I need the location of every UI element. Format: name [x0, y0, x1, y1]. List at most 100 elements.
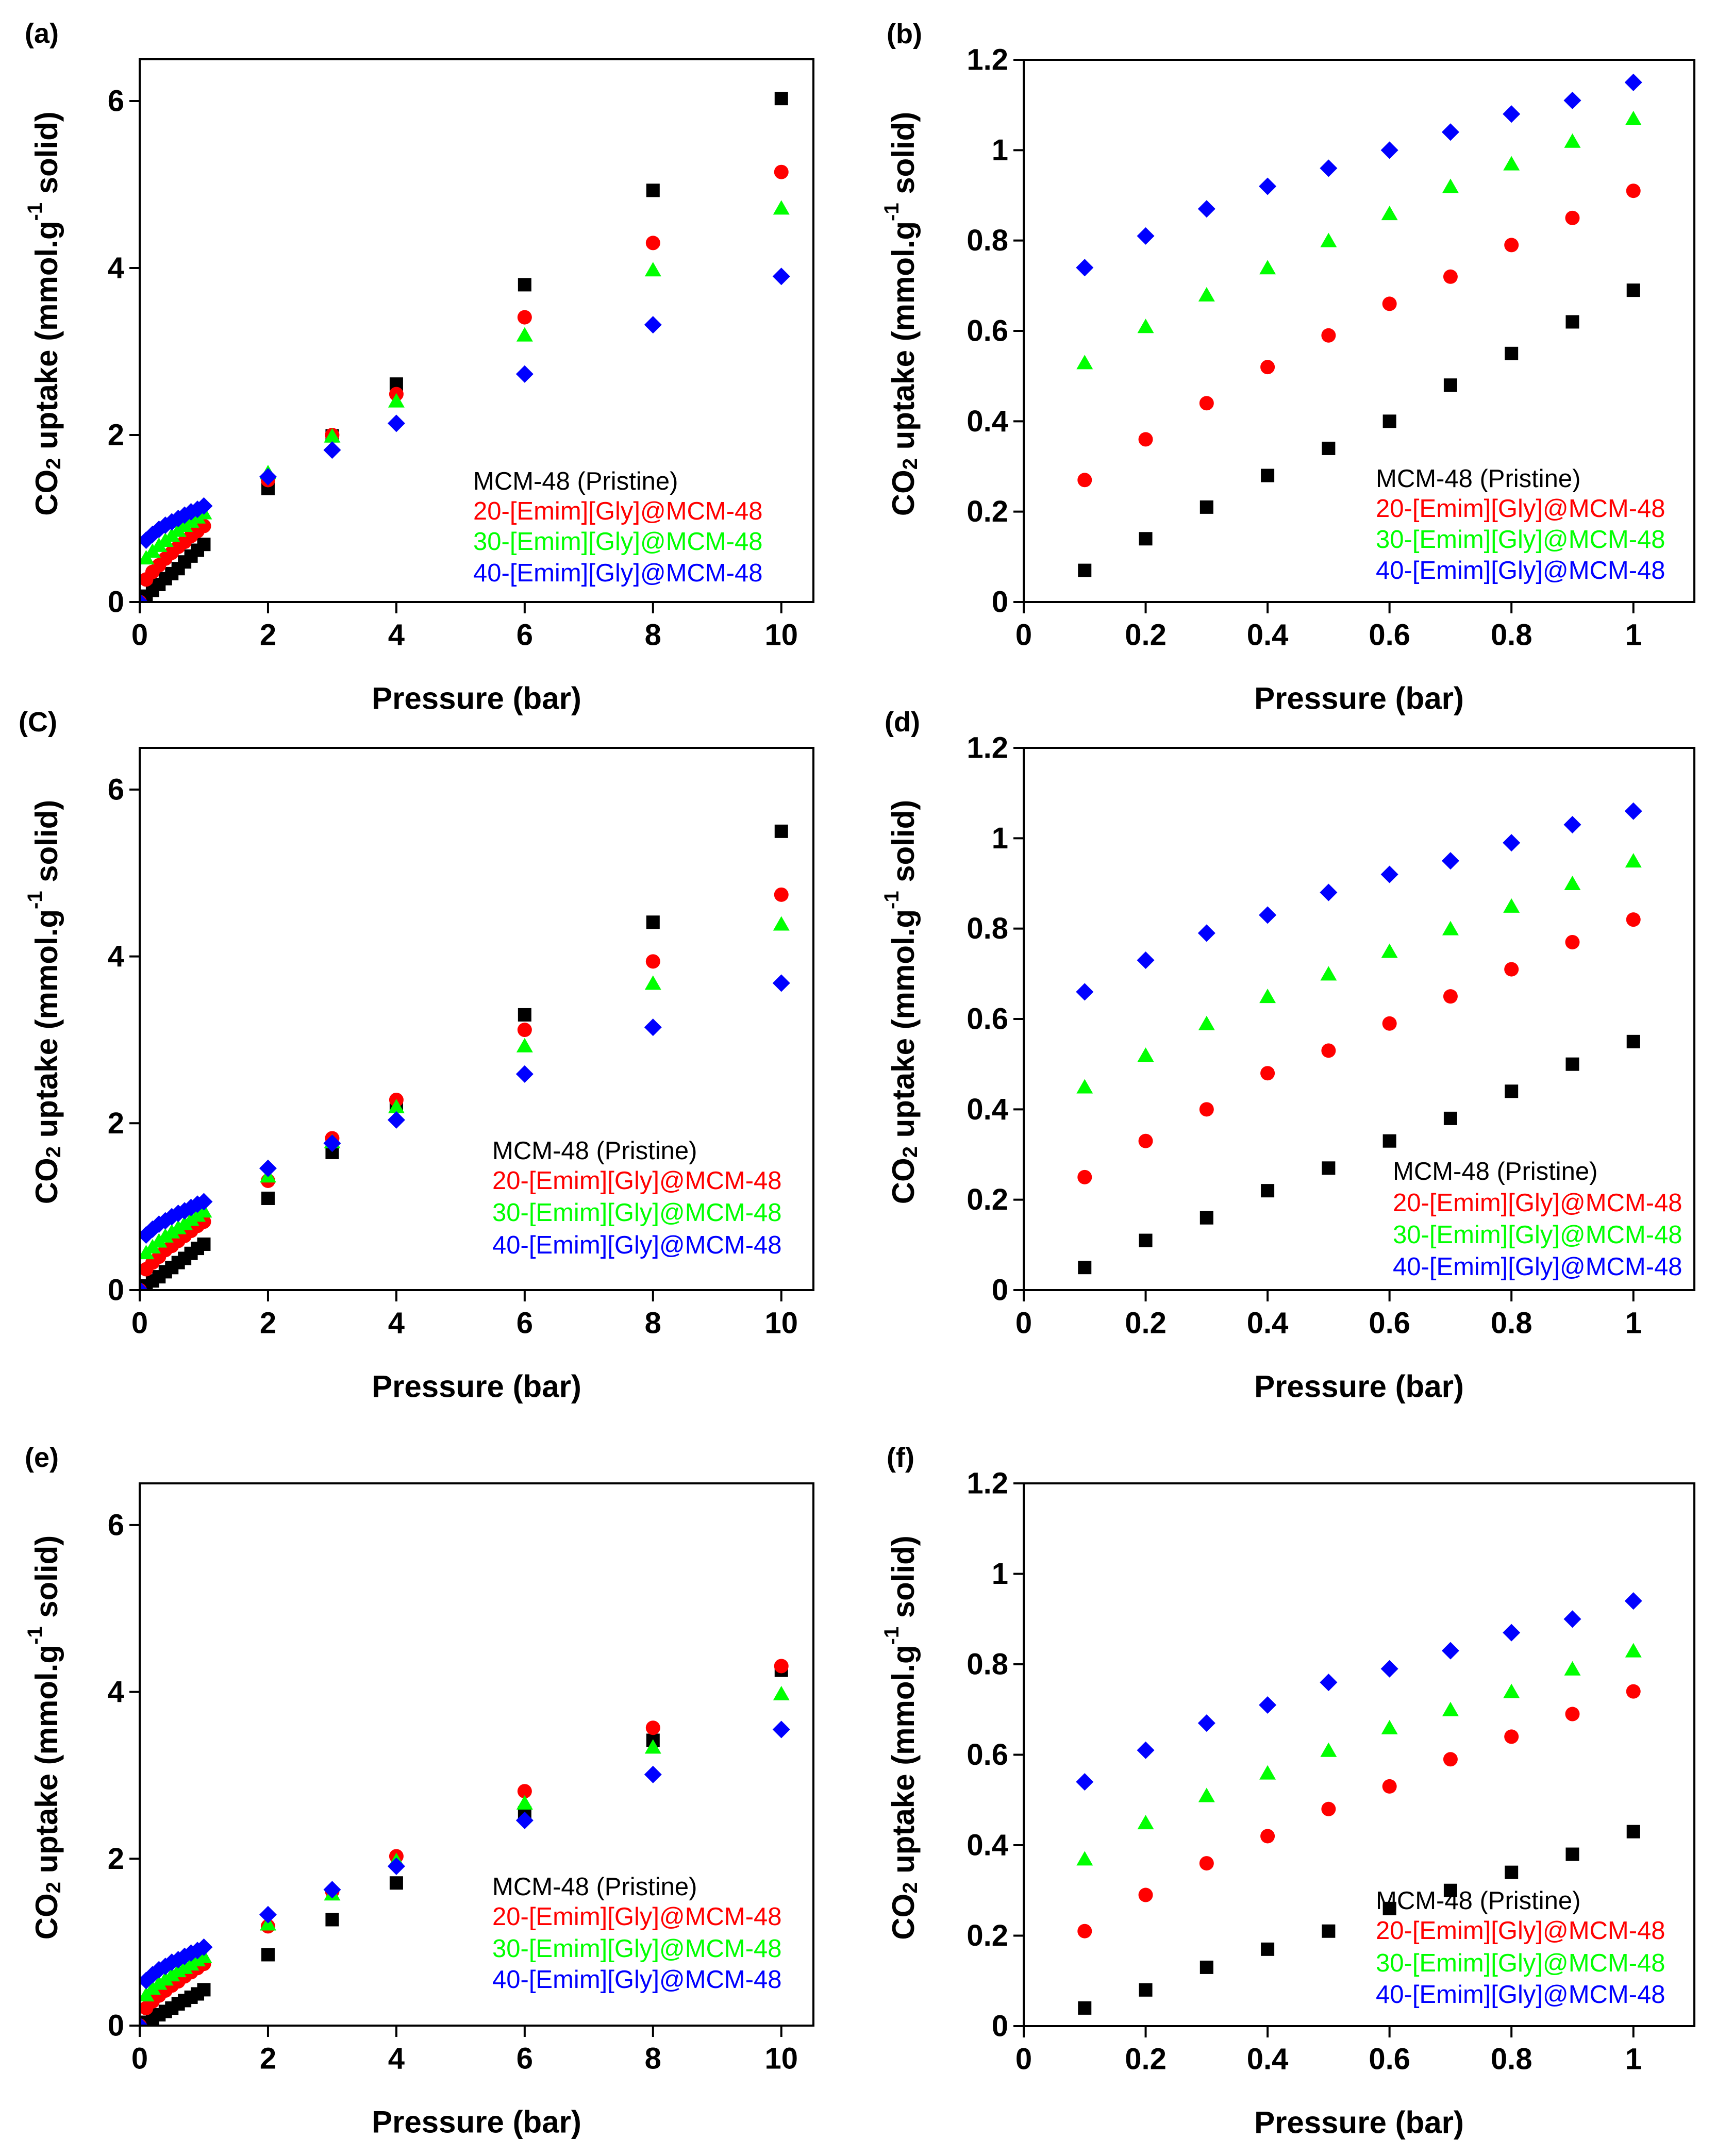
data-point-triangle — [1076, 355, 1093, 370]
x-tick-label: 8 — [645, 619, 661, 652]
x-tick-label: 4 — [388, 1307, 405, 1340]
data-point-circle — [1443, 1752, 1458, 1767]
x-tick-label: 4 — [388, 619, 405, 652]
x-tick-label: 0.8 — [1491, 2043, 1532, 2076]
legend: MCM-48 (Pristine)20-[Emim][Gly]@MCM-48 30… — [1376, 1887, 1665, 2009]
y-axis-title-part-sup: -1 — [880, 891, 903, 909]
legend-entry-30-emim-gly-mcm-48: 30-[Emim][Gly]@MCM-48 — [1376, 526, 1665, 554]
x-tick-label: 2 — [260, 1307, 276, 1340]
plot-area — [140, 1659, 790, 2026]
data-point-circle — [1443, 989, 1458, 1004]
y-tick-label: 4 — [108, 252, 124, 285]
legend: MCM-48 (Pristine)20-[Emim][Gly]@MCM-48 30… — [473, 467, 763, 587]
y-axis-title-part-sup: -1 — [24, 891, 46, 909]
data-point-circle — [1138, 1133, 1153, 1148]
data-point-diamond — [1441, 123, 1459, 141]
data-point-diamond — [1197, 1714, 1215, 1732]
data-point-diamond — [1441, 1642, 1459, 1660]
data-point-triangle — [1503, 1683, 1520, 1698]
data-point-diamond — [1259, 1696, 1277, 1714]
data-point-square — [1565, 1057, 1579, 1071]
data-point-triangle — [1198, 1015, 1215, 1030]
data-point-diamond — [1137, 1741, 1155, 1759]
data-point-square — [518, 1008, 531, 1022]
data-point-circle — [645, 236, 660, 250]
data-point-square — [646, 915, 660, 929]
legend: MCM-48 (Pristine)20-[Emim][Gly]@MCM-48 30… — [492, 1873, 782, 1994]
y-axis-title-part-sup: -1 — [24, 203, 46, 221]
y-tick-label: 1 — [992, 133, 1008, 167]
data-point-diamond — [1259, 906, 1277, 924]
data-point-circle — [1626, 183, 1641, 198]
y-tick-label: 0.8 — [967, 1648, 1008, 1681]
data-point-circle — [1077, 473, 1092, 488]
data-point-circle — [1077, 1924, 1092, 1938]
data-point-triangle — [1625, 1643, 1642, 1658]
x-tick-label: 8 — [645, 1307, 661, 1340]
data-point-square — [1139, 1983, 1153, 1997]
series-40-emim-gly-mcm-48 — [140, 268, 790, 602]
data-point-triangle — [773, 200, 790, 215]
y-tick-label: 0.8 — [967, 224, 1008, 257]
legend-entry-40-emim-gly-mcm-48: 40-[Emim][Gly]@MCM-48 — [492, 1966, 782, 1994]
y-tick-label: 0.2 — [967, 1919, 1008, 1952]
x-tick-label: 0 — [1015, 2043, 1032, 2076]
series-mcm-48-pristine — [1078, 1825, 1640, 2015]
y-tick-label: 1 — [992, 1557, 1008, 1591]
data-point-triangle — [388, 1098, 405, 1113]
panel-label: (e) — [25, 1442, 59, 1473]
series-40-emim-gly-mcm-48 — [140, 974, 790, 1290]
series-20-emim-gly-mcm-48 — [1077, 1684, 1641, 1938]
y-axis-title-part-normal: CO — [29, 1893, 64, 1940]
data-point-diamond — [1624, 1592, 1642, 1610]
y-axis-title-part-sub: 2 — [899, 458, 922, 470]
legend-entry-20-emim-gly-mcm-48: 20-[Emim][Gly]@MCM-48 — [492, 1903, 782, 1931]
x-axis-title: Pressure (bar) — [1254, 1369, 1464, 1404]
y-axis-title-part-normal: uptake (mmol.g — [886, 909, 921, 1146]
y-tick-label: 0.4 — [967, 1829, 1008, 1862]
x-tick-label: 0.4 — [1247, 1307, 1289, 1340]
data-point-diamond — [140, 2017, 148, 2026]
y-axis-title-part-normal: solid) — [29, 111, 64, 203]
panel-d: (d) 0 0.2 0.4 0.6 0.8 1 0 0.2 0.4 0.6 0.8 1 1.2 Pressu… — [880, 707, 1695, 1404]
legend-entry-40-emim-gly-mcm-48: 40-[Emim][Gly]@MCM-48 — [1376, 1981, 1665, 2009]
data-point-square — [389, 1876, 403, 1890]
data-point-triangle — [1259, 989, 1276, 1004]
data-point-circle — [1260, 360, 1275, 375]
y-tick-label: 2 — [108, 1842, 124, 1876]
data-point-square — [1199, 1960, 1213, 1974]
series-mcm-48-pristine — [140, 1663, 788, 2026]
data-point-diamond — [323, 441, 341, 459]
data-point-triangle — [1259, 260, 1276, 275]
series-30-emim-gly-mcm-48 — [1076, 1643, 1642, 1866]
y-axis-title-part-sup: -1 — [880, 1627, 903, 1645]
data-point-circle — [1199, 396, 1214, 411]
x-tick-label: 10 — [765, 2042, 798, 2076]
data-point-square — [261, 1948, 275, 1962]
data-point-diamond — [1563, 1610, 1581, 1628]
y-tick-label: 0 — [992, 586, 1008, 619]
data-point-circle — [517, 1023, 532, 1038]
legend-entry-40-emim-gly-mcm-48: 40-[Emim][Gly]@MCM-48 — [1376, 557, 1665, 584]
data-point-triangle — [644, 975, 661, 990]
data-point-triangle — [516, 327, 533, 342]
data-point-diamond — [323, 1881, 341, 1899]
y-tick-label: 6 — [108, 85, 124, 118]
y-axis-title-part-normal: solid) — [29, 1535, 64, 1627]
data-point-square — [1382, 1134, 1396, 1148]
data-point-square — [1078, 563, 1092, 577]
data-point-square — [197, 1237, 211, 1251]
panel-label: (a) — [25, 18, 59, 49]
x-tick-label: 0 — [131, 2042, 148, 2076]
y-axis-title-part-normal: uptake (mmol.g — [29, 909, 64, 1146]
legend-entry-40-emim-gly-mcm-48: 40-[Emim][Gly]@MCM-48 — [492, 1231, 782, 1259]
plot-area — [140, 92, 790, 602]
data-point-diamond — [140, 1281, 148, 1290]
data-point-triangle — [1259, 1765, 1276, 1780]
data-point-circle — [1504, 1729, 1519, 1744]
data-point-triangle — [1137, 1815, 1154, 1830]
series-20-emim-gly-mcm-48 — [1077, 912, 1641, 1184]
data-point-square — [1505, 1865, 1519, 1879]
